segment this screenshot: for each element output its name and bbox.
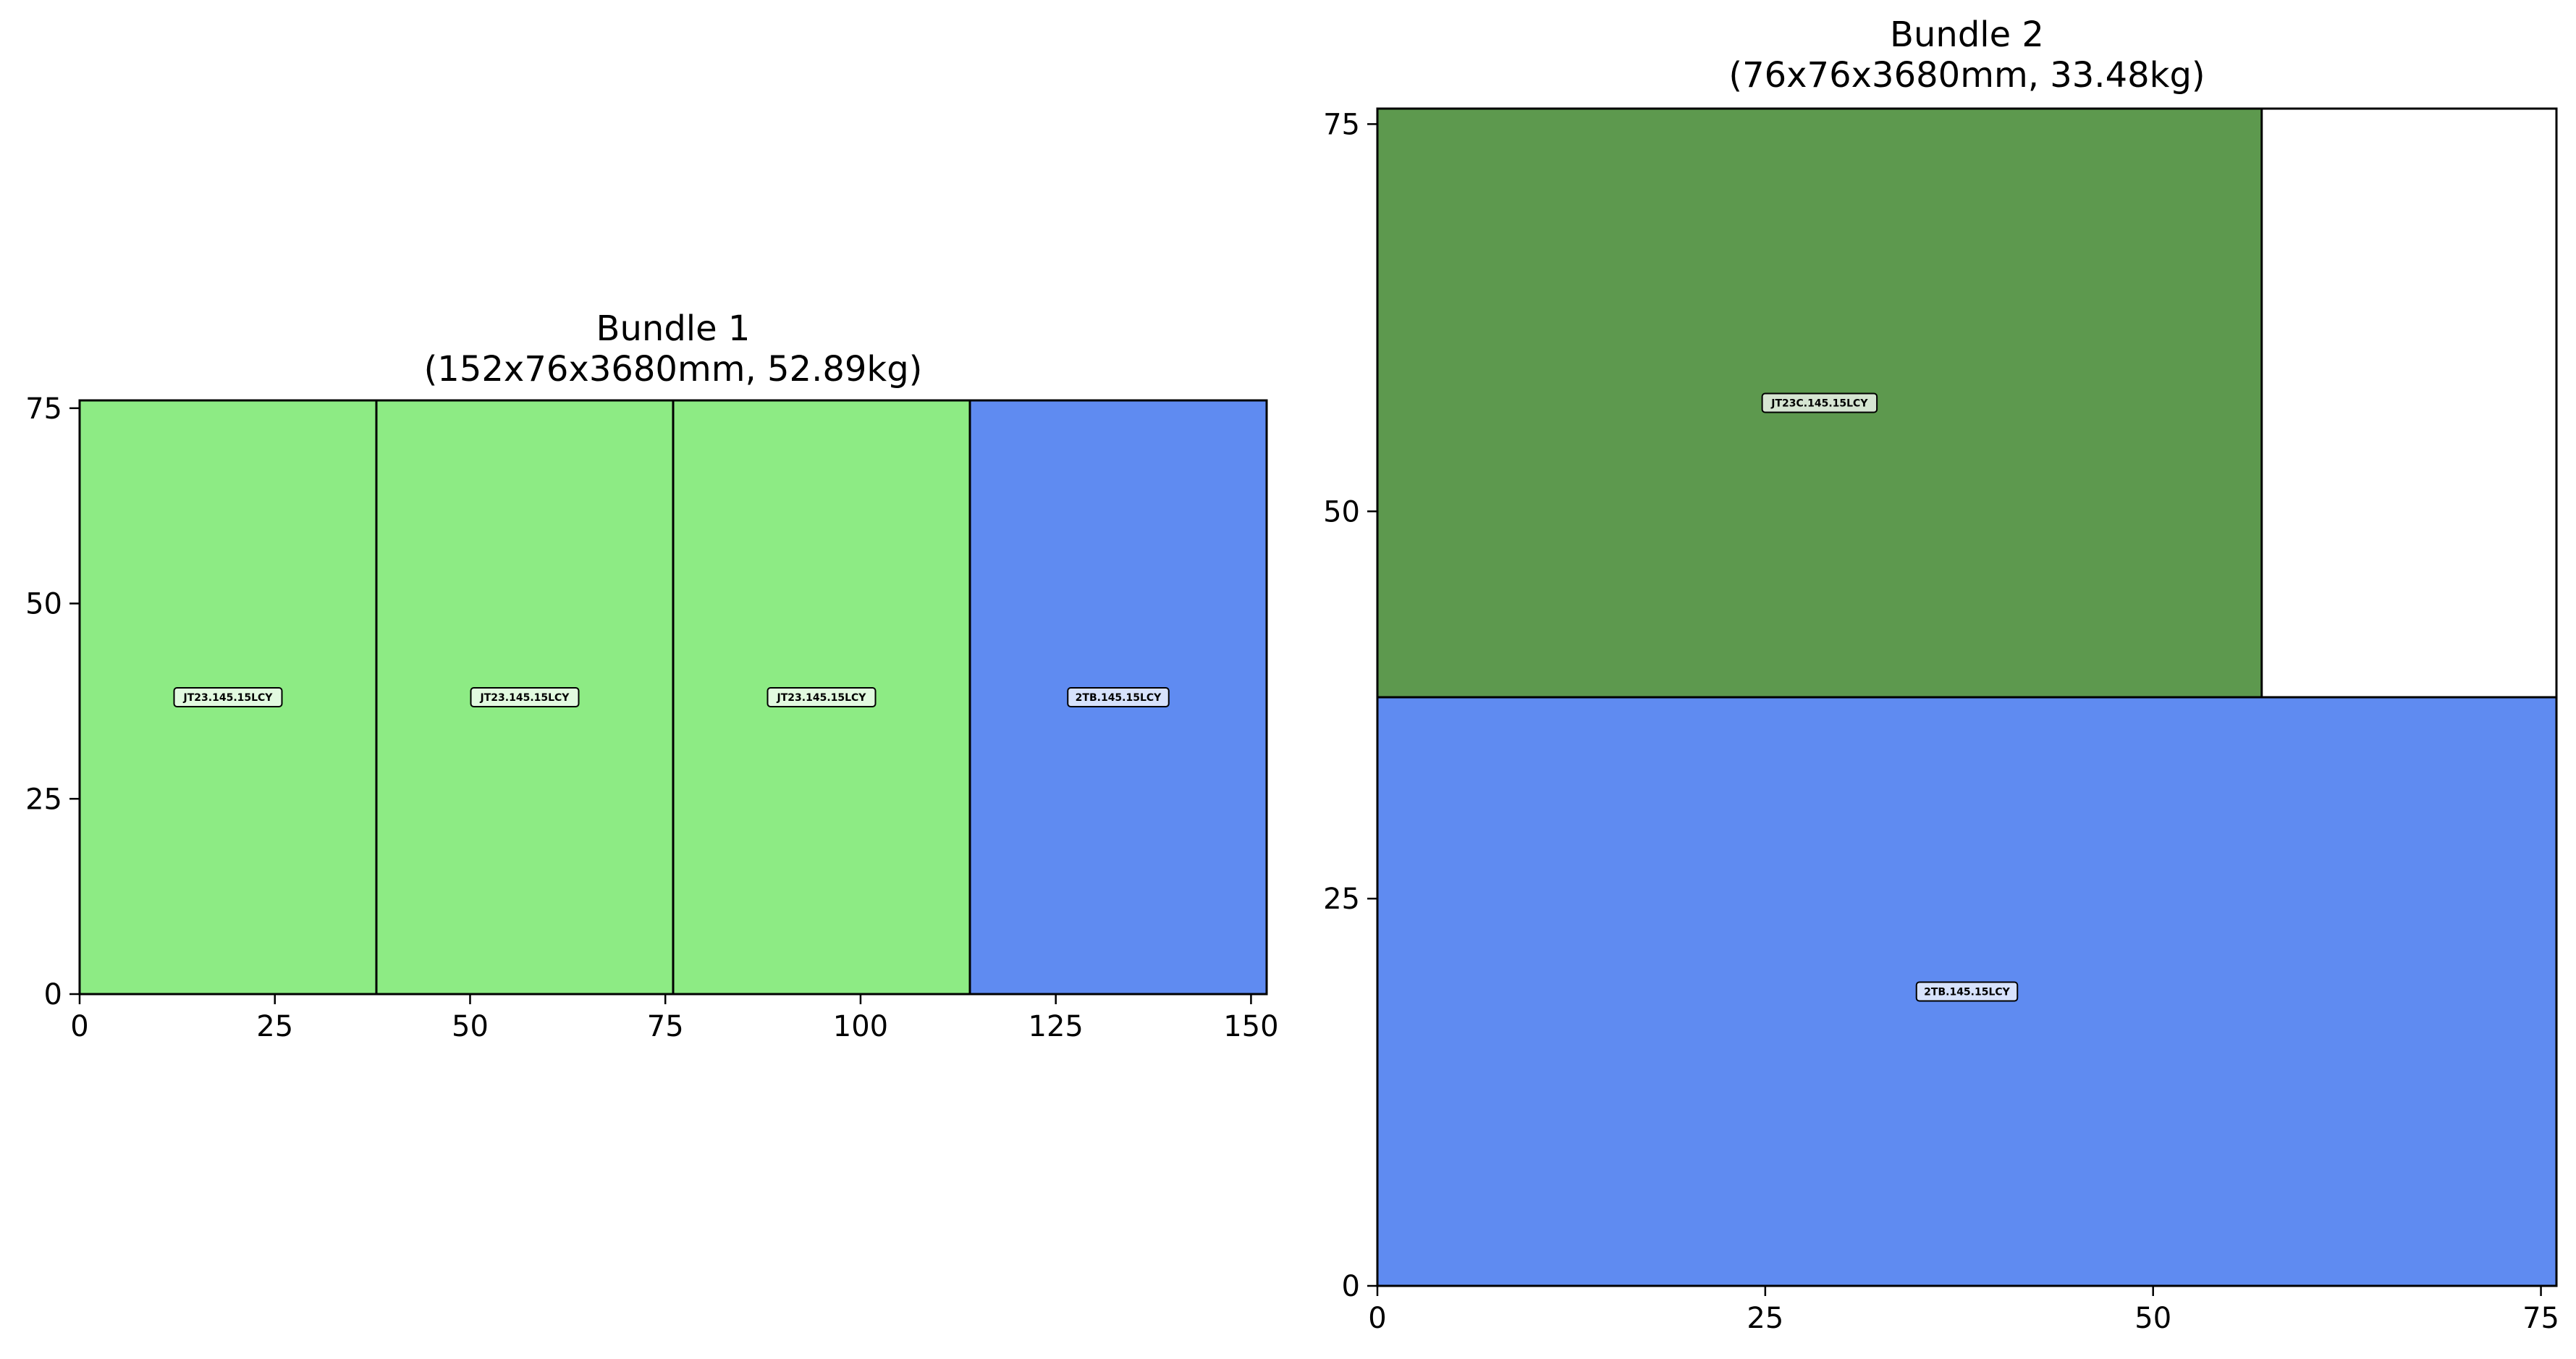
item-label-2: JT23.145.15LCY (470, 687, 580, 707)
item-label-1: JT23C.145.15LCY (1761, 392, 1878, 413)
item-label-2: 2TB.145.15LCY (1915, 981, 2019, 1002)
item-label-3: JT23.145.15LCY (767, 687, 877, 707)
x-tick-label: 0 (70, 1010, 88, 1043)
chart-title-line-2: (152x76x3680mm, 52.89kg) (424, 349, 923, 390)
item-label-text: JT23C.145.15LCY (1770, 398, 1868, 410)
item-label-box (1067, 687, 1170, 707)
bundle-1-panel: JT23.145.15LCY JT23.145.15LCY JT23.145.15L… (25, 308, 1279, 1043)
axes-frame (78, 399, 1268, 996)
x-tick-label: 25 (1747, 1302, 1783, 1335)
axes-frame (1376, 107, 2558, 1287)
y-tick-label: 50 (25, 588, 62, 621)
x-tick-label: 50 (2134, 1302, 2171, 1335)
y-tick-label: 0 (1342, 1270, 1360, 1303)
item-label-text: 2TB.145.15LCY (1924, 987, 2011, 998)
item-label-text: JT23.145.15LCY (777, 692, 867, 704)
y-tick-label: 50 (1323, 495, 1360, 529)
x-tick-label: 150 (1223, 1010, 1278, 1043)
bundle-2-plot-area: JT23C.145.15LCY 2TB.145.15LCY 0 25 50 75 0 25 50… (1323, 107, 2559, 1335)
x-tick-label: 100 (833, 1010, 888, 1043)
y-tick-label: 0 (44, 978, 62, 1011)
chart-title-line-1: Bundle 2 (1890, 14, 2044, 55)
item-label-box (1761, 392, 1878, 413)
x-tick-label: 75 (2522, 1302, 2559, 1335)
x-tick-label: 50 (452, 1010, 489, 1043)
item-label-4: 2TB.145.15LCY (1067, 687, 1170, 707)
x-tick-label: 25 (256, 1010, 293, 1043)
item-label-box (1915, 981, 2019, 1002)
chart-title-line-1: Bundle 1 (596, 308, 751, 349)
x-tick-label: 75 (647, 1010, 684, 1043)
y-tick-label: 25 (1323, 883, 1360, 916)
bundle-2-panel: JT23C.145.15LCY 2TB.145.15LCY 0 25 50 75 0 25 50… (1323, 14, 2559, 1335)
item-label-text: 2TB.145.15LCY (1076, 692, 1162, 704)
item-label-text: JT23.145.15LCY (183, 692, 274, 704)
item-label-text: JT23.145.15LCY (480, 692, 570, 704)
bundle-1-plot-area: JT23.145.15LCY JT23.145.15LCY JT23.145.15L… (25, 392, 1279, 1043)
item-label-1: JT23.145.15LCY (173, 687, 283, 707)
item-label-box (173, 687, 283, 707)
item-label-box (767, 687, 877, 707)
x-tick-label: 125 (1029, 1010, 1084, 1043)
y-tick-label: 75 (1323, 108, 1360, 141)
y-tick-label: 25 (25, 783, 62, 816)
chart-title-line-2: (76x76x3680mm, 33.48kg) (1728, 55, 2205, 96)
item-label-box (470, 687, 580, 707)
y-tick-label: 75 (25, 392, 62, 426)
x-tick-label: 0 (1368, 1302, 1386, 1335)
